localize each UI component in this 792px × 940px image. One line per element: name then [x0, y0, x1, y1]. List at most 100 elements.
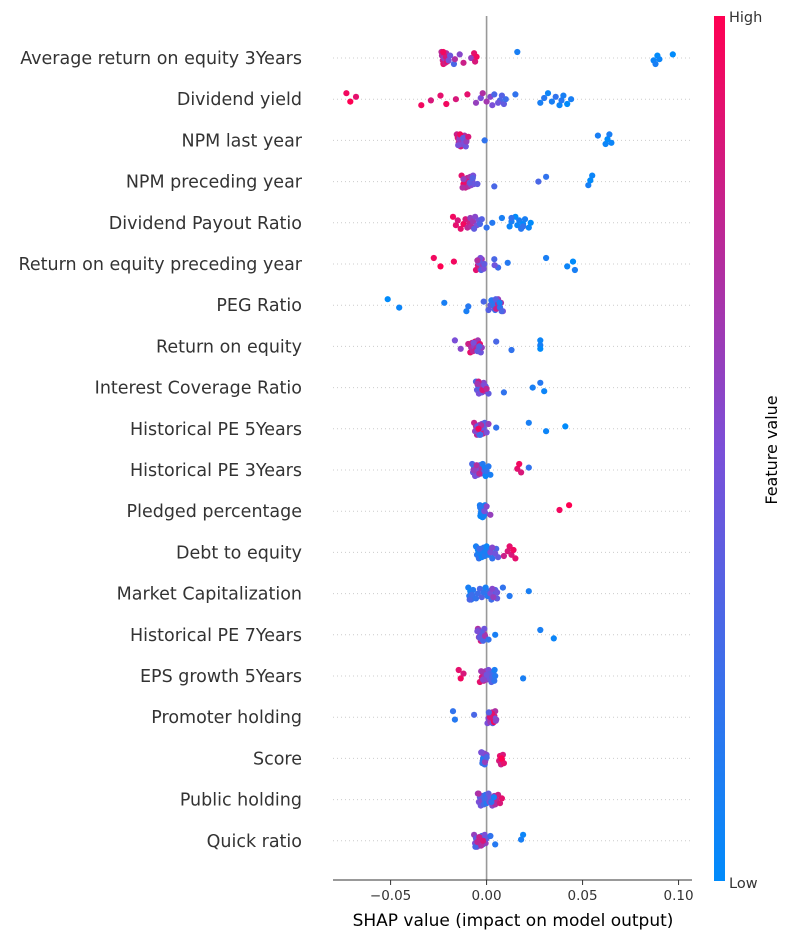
shap-point	[463, 308, 470, 315]
shap-point	[396, 304, 403, 311]
shap-points	[343, 48, 676, 850]
shap-point	[492, 717, 499, 724]
shap-point	[488, 798, 495, 806]
shap-point	[464, 91, 471, 98]
shap-point	[529, 384, 536, 391]
shap-point	[552, 93, 559, 100]
shap-point	[462, 143, 469, 150]
shap-point	[449, 213, 457, 220]
shap-point	[489, 102, 496, 109]
shap-point	[449, 708, 457, 715]
shap-point	[418, 102, 425, 109]
shap-point	[604, 136, 611, 143]
shap-point	[469, 174, 476, 182]
shap-point	[460, 220, 467, 228]
shap-point	[480, 298, 487, 305]
shap-point	[562, 423, 569, 430]
shap-point	[493, 338, 500, 345]
feature-label: Pledged percentage	[127, 502, 302, 522]
shap-point	[468, 54, 475, 62]
shap-point	[544, 90, 552, 97]
shap-point	[525, 224, 532, 231]
shap-point	[498, 214, 505, 222]
shap-point	[504, 259, 511, 266]
shap-point	[476, 343, 483, 350]
shap-point	[520, 831, 527, 838]
shap-point	[535, 178, 542, 185]
shap-point	[460, 176, 467, 183]
shap-point	[477, 431, 484, 438]
shap-point	[498, 795, 505, 802]
shap-point	[480, 676, 487, 683]
feature-label: Market Capitalization	[117, 585, 302, 605]
shap-point	[466, 179, 473, 186]
shap-point	[478, 749, 485, 756]
shap-point	[606, 131, 613, 138]
shap-point	[492, 550, 499, 557]
shap-point	[460, 670, 467, 677]
feature-label: Quick ratio	[207, 832, 302, 852]
shap-point	[485, 390, 492, 397]
shap-point	[494, 589, 501, 596]
shap-point	[482, 472, 489, 480]
shap-point	[447, 52, 454, 59]
shap-point	[514, 48, 521, 56]
x-tick-label: 0.05	[568, 888, 598, 904]
shap-point	[476, 545, 483, 552]
feature-label: PEG Ratio	[216, 296, 302, 316]
shap-point	[525, 419, 532, 426]
shap-point	[491, 677, 498, 684]
shap-point	[347, 98, 354, 105]
x-tick-label: −0.05	[370, 888, 411, 904]
shap-point	[602, 140, 609, 148]
shap-point	[508, 346, 515, 354]
feature-label: NPM preceding year	[126, 173, 303, 193]
colorbar-high-label: High	[729, 10, 762, 26]
shap-point	[537, 626, 544, 634]
shap-point	[525, 588, 532, 595]
shap-point	[471, 225, 478, 232]
shap-point	[669, 51, 676, 58]
shap-point	[548, 98, 556, 105]
shap-point	[492, 672, 499, 680]
shap-point	[483, 671, 490, 678]
shap-point	[450, 258, 457, 265]
shap-point	[427, 97, 434, 104]
shap-point	[485, 463, 492, 470]
shap-point	[483, 429, 490, 436]
shap-point	[451, 716, 458, 723]
shap-point	[569, 258, 577, 265]
shap-point	[475, 425, 482, 432]
shap-point	[527, 219, 534, 226]
shap-point	[491, 666, 498, 674]
shap-point	[489, 544, 496, 551]
feature-label: Score	[253, 749, 302, 769]
feature-rows: Average return on equity 3Years Dividend …	[19, 49, 692, 852]
shap-point	[466, 596, 473, 603]
shap-point	[500, 760, 507, 767]
shap-point	[472, 99, 480, 106]
feature-label: Historical PE 7Years	[130, 626, 302, 646]
shap-point	[594, 132, 602, 139]
shap-point	[521, 216, 529, 223]
feature-label: NPM last year	[182, 131, 303, 151]
shap-point	[463, 138, 470, 145]
shap-point	[457, 345, 464, 352]
shap-point	[560, 92, 567, 99]
shap-point	[491, 91, 498, 98]
shap-point	[556, 506, 563, 514]
shap-point	[477, 504, 484, 511]
shap-point	[478, 594, 485, 601]
shap-point	[437, 263, 444, 270]
shap-point	[571, 266, 579, 274]
feature-label: EPS growth 5Years	[140, 667, 302, 687]
shap-point	[478, 216, 485, 223]
shap-point	[608, 139, 615, 146]
shap-point	[537, 99, 544, 106]
shap-point	[498, 92, 505, 99]
shap-point	[483, 385, 490, 392]
shap-point	[496, 299, 503, 306]
shap-point	[508, 551, 515, 558]
shap-point	[470, 586, 477, 594]
